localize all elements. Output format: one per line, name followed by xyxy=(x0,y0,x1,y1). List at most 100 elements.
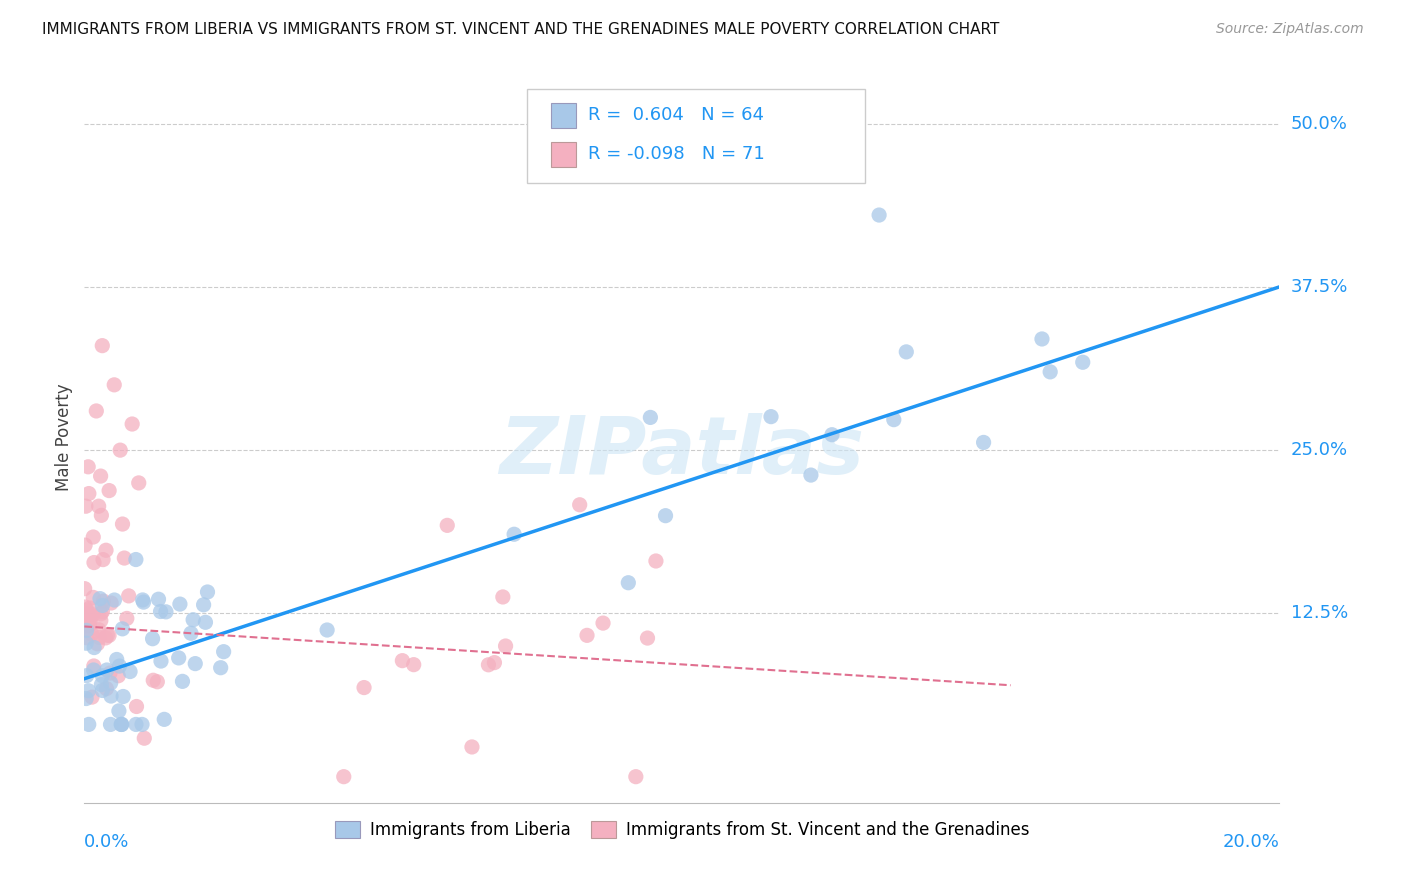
Point xyxy=(98,666,121,681)
Point xyxy=(76,603,98,617)
Point xyxy=(91,669,114,683)
Text: R =  0.604   N = 64: R = 0.604 N = 64 xyxy=(588,106,763,124)
Point xyxy=(484,656,506,670)
Point xyxy=(134,731,156,746)
Point xyxy=(316,623,339,637)
Point xyxy=(868,208,890,222)
Point xyxy=(103,377,125,392)
Point xyxy=(492,590,515,604)
Text: 50.0%: 50.0% xyxy=(1291,114,1347,133)
Point xyxy=(110,717,132,731)
Point xyxy=(125,717,148,731)
Point xyxy=(82,607,104,622)
Point xyxy=(75,691,97,706)
Point xyxy=(592,616,614,631)
Point xyxy=(112,690,135,704)
Point xyxy=(118,589,141,603)
Point xyxy=(132,595,155,609)
Legend: Immigrants from Liberia, Immigrants from St. Vincent and the Grenadines: Immigrants from Liberia, Immigrants from… xyxy=(328,814,1036,846)
Point xyxy=(155,605,177,619)
Point xyxy=(91,339,114,353)
Point xyxy=(79,601,101,615)
Point xyxy=(96,663,118,677)
Point xyxy=(89,591,111,606)
Point xyxy=(77,486,100,500)
Point xyxy=(75,538,97,552)
Point xyxy=(83,556,105,570)
Point xyxy=(149,605,172,619)
Point xyxy=(503,527,526,541)
Point xyxy=(103,593,125,607)
Point xyxy=(624,770,647,784)
Point xyxy=(146,674,169,689)
Point xyxy=(107,669,129,683)
Point xyxy=(172,674,194,689)
Point xyxy=(645,554,668,568)
Point xyxy=(80,627,103,641)
Point xyxy=(87,499,110,513)
Point xyxy=(90,508,112,523)
Point xyxy=(640,410,662,425)
Point xyxy=(169,597,191,611)
Point xyxy=(391,654,413,668)
Point xyxy=(167,651,190,665)
Point xyxy=(91,552,114,566)
Text: 0.0%: 0.0% xyxy=(84,833,129,851)
Point xyxy=(108,659,131,673)
Point xyxy=(87,623,110,637)
Point xyxy=(96,628,118,642)
Point xyxy=(1071,355,1094,369)
Point xyxy=(495,639,517,653)
Point xyxy=(98,483,121,498)
Point xyxy=(75,636,97,650)
Point xyxy=(100,676,122,690)
Point xyxy=(94,543,117,558)
Point xyxy=(76,624,98,638)
Point xyxy=(111,622,134,636)
Point xyxy=(76,668,98,682)
Point xyxy=(197,585,219,599)
Point xyxy=(108,704,131,718)
Point xyxy=(82,530,104,544)
Point xyxy=(82,591,104,605)
Point xyxy=(637,631,659,645)
Point xyxy=(77,607,100,622)
Point xyxy=(73,599,96,614)
Point xyxy=(1039,365,1062,379)
Point xyxy=(883,412,905,426)
Text: IMMIGRANTS FROM LIBERIA VS IMMIGRANTS FROM ST. VINCENT AND THE GRENADINES MALE P: IMMIGRANTS FROM LIBERIA VS IMMIGRANTS FR… xyxy=(42,22,1000,37)
Point xyxy=(131,717,153,731)
Point xyxy=(821,427,844,442)
Point xyxy=(759,409,782,424)
Point xyxy=(184,657,207,671)
Text: Source: ZipAtlas.com: Source: ZipAtlas.com xyxy=(1216,22,1364,37)
Point xyxy=(90,469,112,483)
Point xyxy=(91,594,114,608)
Point xyxy=(77,459,100,474)
Y-axis label: Male Poverty: Male Poverty xyxy=(55,384,73,491)
Point xyxy=(86,404,108,418)
Point xyxy=(76,631,98,645)
Point xyxy=(80,690,103,705)
Point xyxy=(115,611,138,625)
Text: 12.5%: 12.5% xyxy=(1291,605,1348,623)
Point xyxy=(142,673,165,688)
Point xyxy=(77,717,100,731)
Point xyxy=(973,435,995,450)
Point xyxy=(83,640,105,655)
Point xyxy=(105,652,128,666)
Point xyxy=(149,654,172,668)
Point xyxy=(128,475,150,490)
Point xyxy=(100,596,122,610)
Point xyxy=(125,699,148,714)
Text: ZIPatlas: ZIPatlas xyxy=(499,413,865,491)
Point xyxy=(353,681,375,695)
Point xyxy=(180,626,202,640)
Point xyxy=(121,417,143,431)
Text: R = -0.098   N = 71: R = -0.098 N = 71 xyxy=(588,145,765,163)
Point xyxy=(73,582,96,596)
Point xyxy=(131,593,153,607)
Point xyxy=(617,575,640,590)
Point xyxy=(83,663,105,677)
Point xyxy=(79,614,101,628)
